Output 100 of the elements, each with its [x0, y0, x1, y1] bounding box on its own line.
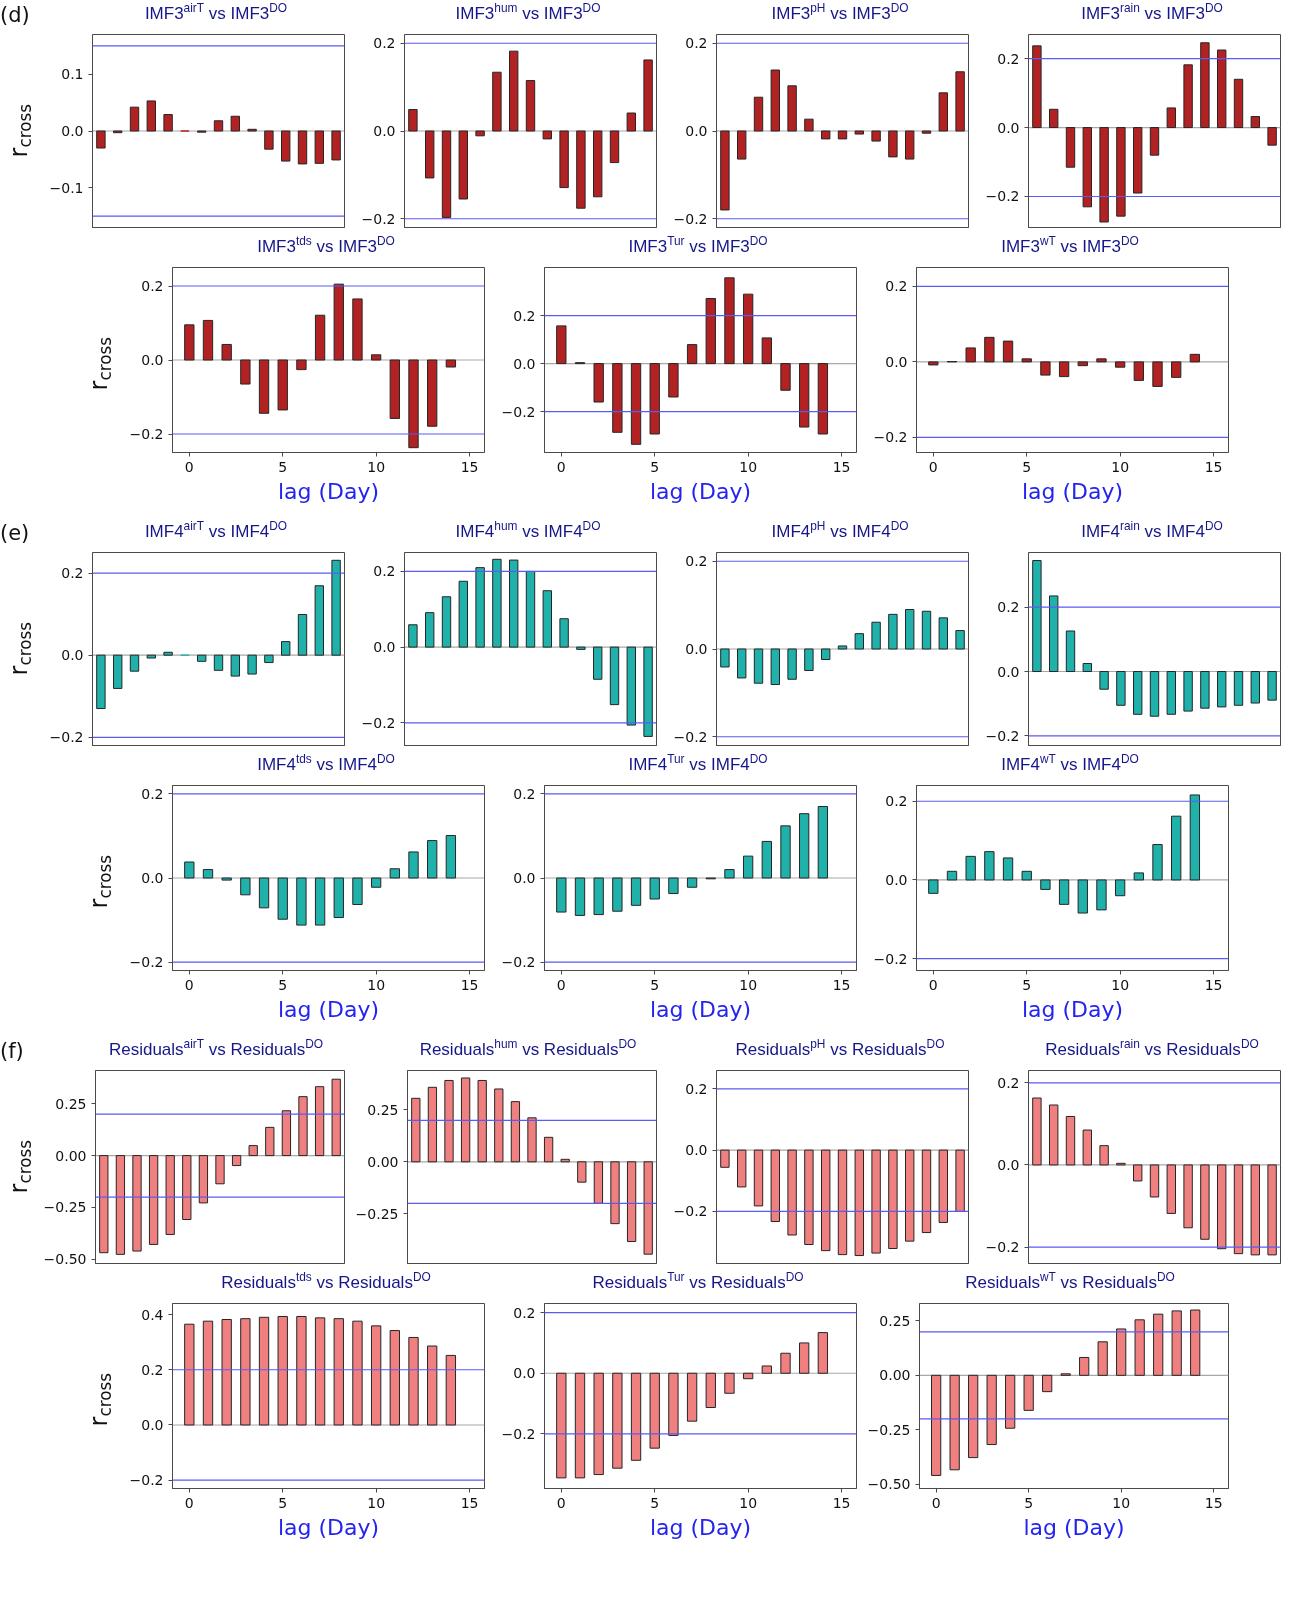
y-tick-label: 0.2: [513, 1304, 536, 1321]
bar: [1233, 78, 1244, 129]
bar: [525, 80, 536, 132]
bar: [389, 1330, 400, 1426]
y-tick-label: −0.2: [129, 954, 164, 971]
y-tick-label: 0.2: [685, 1080, 708, 1097]
bar: [408, 851, 419, 879]
bar: [408, 1336, 419, 1426]
y-tick-label: 0.0: [513, 1365, 536, 1382]
bar: [333, 283, 344, 361]
x-tick-label: 0: [184, 1494, 194, 1511]
bar: [1077, 879, 1088, 914]
bar: [1065, 127, 1076, 168]
y-tick-label: 0.0: [513, 870, 536, 886]
y-tick-label: 0.0: [885, 353, 908, 370]
x-axis-title: lag (Day): [277, 996, 380, 1022]
x-tick-label: 15: [460, 1494, 479, 1511]
y-tick-label: −0.50: [43, 1251, 87, 1268]
y-tick-label: −0.1: [49, 179, 84, 196]
bar: [427, 840, 438, 879]
bar: [753, 96, 764, 132]
bar: [1171, 1310, 1182, 1376]
bar: [408, 109, 418, 132]
bar: [163, 651, 173, 656]
bar: [1267, 671, 1277, 701]
bar: [905, 130, 915, 160]
y-tick-label: 0.2: [997, 1074, 1020, 1091]
bar: [492, 558, 502, 648]
bar: [612, 877, 623, 912]
bar: [281, 641, 291, 656]
chart-title: IMF3$^{wT}$ vs IMF3$^{DO}$: [1000, 233, 1140, 258]
y-tick-label: −0.2: [873, 950, 908, 967]
bar: [593, 877, 604, 916]
chart-title: Residuals$^{tds}$ vs Residuals$^{DO}$: [220, 1269, 432, 1294]
y-tick-label: −0.50: [867, 1476, 911, 1493]
y-tick-label: 0.0: [61, 647, 84, 664]
x-tick-label: 15: [460, 976, 479, 993]
chart-title: IMF4$^{wT}$ vs IMF4$^{DO}$: [1000, 751, 1140, 776]
bar: [296, 1315, 307, 1426]
bar: [556, 325, 567, 365]
bar: [761, 840, 772, 879]
bar: [1040, 361, 1051, 376]
x-tick-label: 5: [278, 1494, 288, 1511]
y-tick-label: −0.2: [129, 426, 164, 442]
bar: [649, 877, 660, 900]
bar: [780, 825, 791, 879]
bar: [626, 1161, 637, 1242]
bar: [297, 130, 308, 165]
bar: [1023, 1374, 1034, 1411]
bar: [574, 1372, 586, 1479]
bar: [817, 806, 829, 879]
bar: [668, 1372, 679, 1436]
y-tick-label: 0.2: [685, 35, 708, 52]
bar: [724, 1372, 735, 1394]
y-tick-label: 0.25: [879, 1312, 911, 1329]
bar: [542, 130, 552, 140]
bar: [215, 1155, 225, 1185]
bar: [626, 646, 636, 726]
bar: [577, 1161, 587, 1183]
y-tick-label: −0.2: [129, 1472, 164, 1489]
bar: [817, 1332, 829, 1374]
x-tick-label: 0: [556, 458, 566, 475]
bar: [165, 1155, 175, 1235]
y-tick-label: 0.1: [61, 66, 84, 83]
x-tick-label: 10: [367, 1494, 386, 1511]
bar: [1133, 361, 1144, 381]
bar: [560, 1158, 570, 1163]
chart-title: IMF3$^{airT}$ vs IMF3$^{DO}$: [143, 0, 289, 25]
x-axis-title: lag (Day): [277, 478, 380, 504]
bar: [441, 596, 452, 648]
bar: [787, 85, 797, 132]
y-tick-label: 0.00: [55, 1147, 87, 1164]
x-tick-label: 5: [650, 458, 660, 475]
bar: [576, 130, 586, 209]
x-tick-label: 10: [1112, 1494, 1131, 1511]
x-axis-title: lag (Day): [649, 478, 752, 504]
x-tick-label: 0: [928, 976, 938, 993]
bar: [1183, 1164, 1193, 1229]
bar: [1002, 857, 1014, 881]
x-tick-label: 0: [931, 1494, 941, 1511]
bar: [921, 130, 932, 134]
bar: [441, 130, 452, 218]
chart-title: Residuals$^{airT}$ vs Residuals$^{DO}$: [107, 1036, 325, 1061]
x-axis-title: lag (Day): [1021, 478, 1124, 504]
bar: [314, 130, 324, 164]
bar: [643, 646, 653, 737]
bar: [949, 1374, 960, 1471]
bar: [352, 1320, 363, 1426]
bar: [871, 130, 881, 142]
bar: [277, 877, 288, 920]
bar: [742, 855, 754, 879]
bar: [296, 359, 307, 371]
x-tick-label: 15: [1204, 1494, 1223, 1511]
bar: [408, 624, 418, 648]
bar: [1189, 794, 1201, 881]
bar: [1200, 1164, 1210, 1240]
bar: [314, 314, 326, 361]
bar: [1099, 1145, 1109, 1166]
bar: [770, 648, 780, 686]
y-tick-label: 0.0: [997, 1156, 1020, 1173]
